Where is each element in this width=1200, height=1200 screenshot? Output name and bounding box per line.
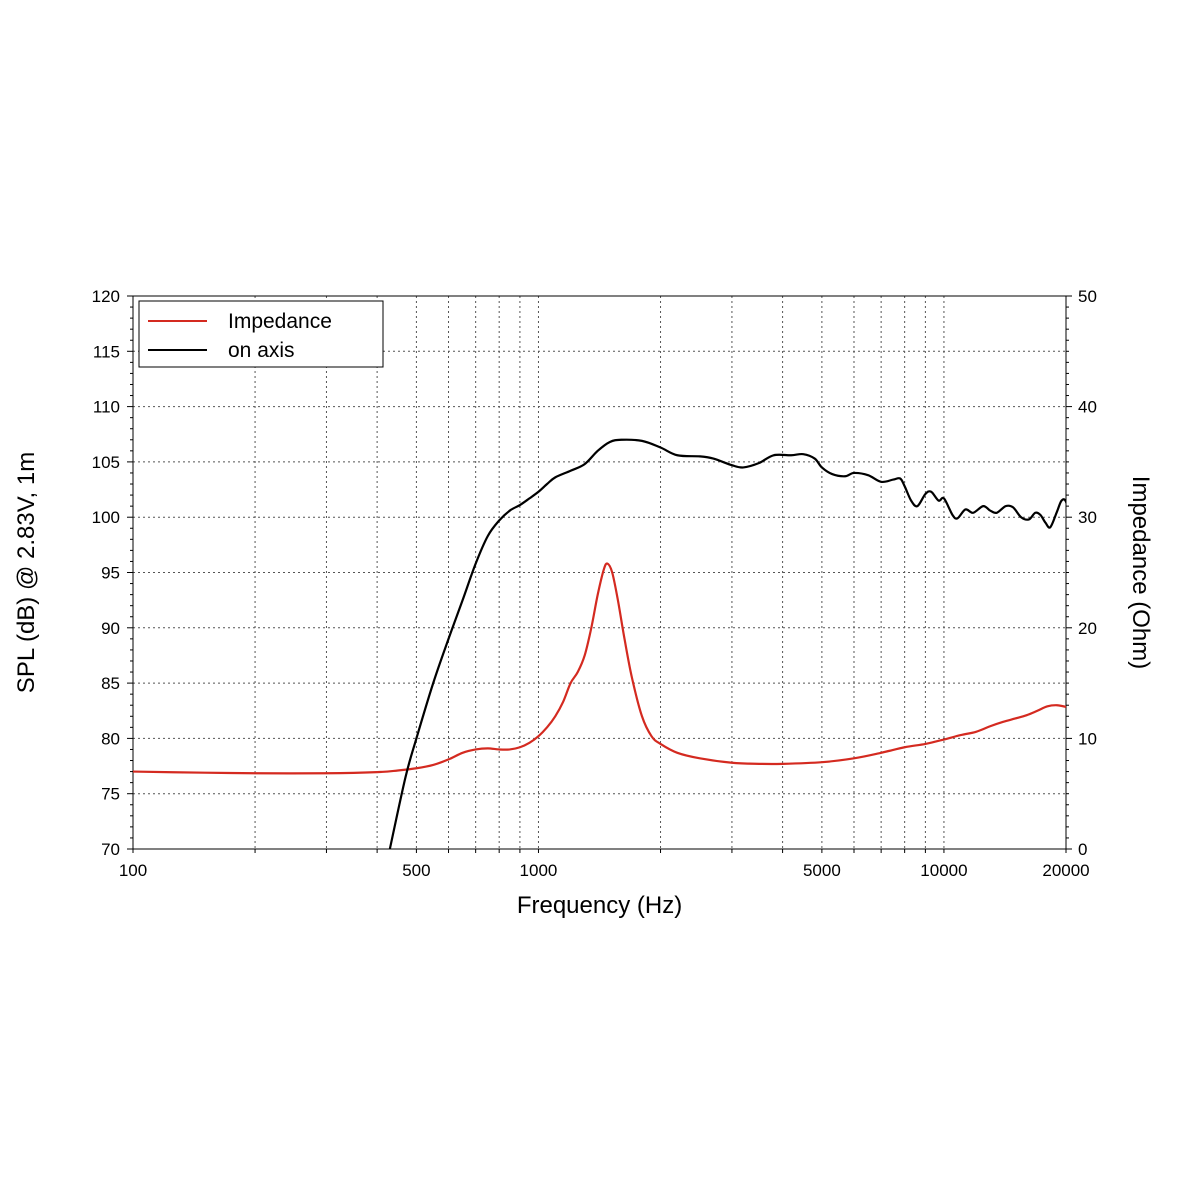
x-tick-label: 20000	[1042, 861, 1089, 880]
legend-label-impedance: Impedance	[228, 310, 332, 333]
x-tick-label: 500	[402, 861, 430, 880]
x-tick-label: 10000	[920, 861, 967, 880]
y-tick-label: 95	[101, 564, 120, 583]
grid	[133, 296, 1066, 849]
y2-tick-label: 40	[1078, 398, 1097, 417]
series-layer	[133, 438, 1066, 849]
series-line-impedance	[133, 562, 1066, 775]
tick-labels: 100 500 1000 5000 10000 200007075808590951001…	[92, 287, 1097, 880]
y-tick-label: 85	[101, 674, 120, 693]
x-tick-label: 5000	[803, 861, 841, 880]
y-tick-label: 70	[101, 840, 120, 859]
y2-tick-label: 50	[1078, 287, 1097, 306]
minor-ticks	[127, 295, 1072, 853]
y-axis-title: SPL (dB) @ 2.83V, 1m	[13, 452, 40, 693]
legend: Impedance on axis	[138, 300, 384, 368]
y2-tick-label: 20	[1078, 619, 1097, 638]
y-tick-label: 115	[93, 342, 120, 361]
y2-axis-title: Impedance (Ohm)	[1127, 476, 1154, 669]
plot-frame	[132, 295, 1067, 850]
y-tick-label: 90	[101, 619, 120, 638]
x-tick-label: 1000	[520, 861, 558, 880]
legend-box	[138, 300, 384, 368]
y2-tick-label: 0	[1078, 840, 1087, 859]
y2-tick-label: 30	[1078, 508, 1097, 527]
y2-tick-label: 10	[1078, 729, 1097, 748]
y-tick-label: 105	[92, 453, 120, 472]
y-tick-label: 75	[101, 785, 120, 804]
series-line-on-axis	[388, 438, 1066, 849]
legend-label-on-axis: on axis	[228, 339, 295, 362]
y-tick-label: 80	[101, 729, 120, 748]
y-tick-label: 110	[93, 398, 120, 417]
y-tick-label: 100	[92, 508, 120, 527]
y-tick-label: 120	[92, 287, 120, 306]
x-tick-label: 100	[119, 861, 147, 880]
x-axis-title: Frequency (Hz)	[517, 892, 682, 919]
